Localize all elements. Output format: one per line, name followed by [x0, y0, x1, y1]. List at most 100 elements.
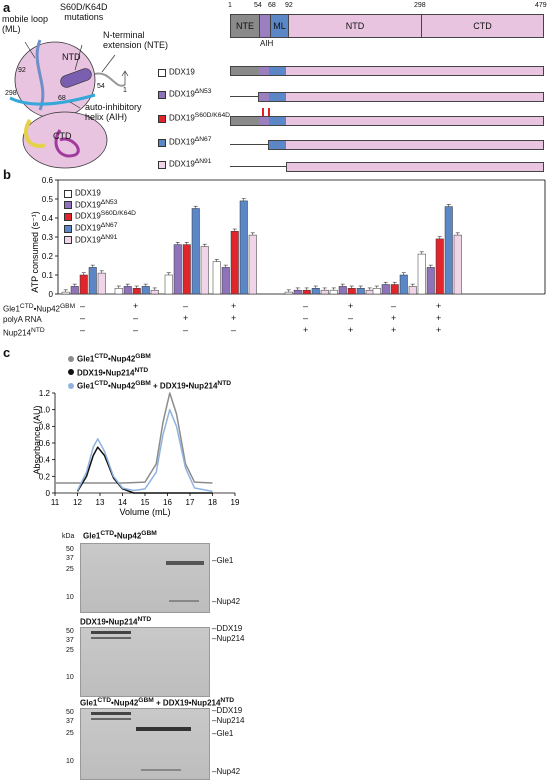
ctd-segment: CTD	[422, 15, 543, 37]
bar-2-2	[182, 244, 191, 295]
gel2-marker-37: 37	[66, 637, 74, 644]
cond-2-3: –	[231, 325, 237, 335]
cond-1-0: –	[80, 313, 86, 323]
construct-ddx19-bar	[230, 66, 544, 76]
gel1-band-gle1: –Gle1	[212, 556, 234, 565]
bar-ytick-label: 0.2	[42, 252, 54, 261]
ml-segment-label: ML	[273, 21, 286, 31]
cond-0-7: +	[436, 301, 442, 311]
bar-0-1	[114, 288, 123, 295]
bar-ytick-label: 0	[49, 290, 54, 299]
ml-segment: ML	[271, 15, 289, 37]
sec-ytick-label: 1.2	[39, 389, 51, 398]
cond-row-gle1: Gle1CTD•Nup42GBM	[3, 303, 76, 314]
cond-2-7: +	[436, 325, 442, 335]
mutations-label: S60D/K64D mutations	[60, 2, 108, 22]
legend-s60d: DDX19S60D/K64D	[64, 209, 136, 221]
cond-row-polya: polyA RNA	[3, 315, 42, 324]
sec-xtick-label: 17	[186, 498, 195, 507]
sec-xtick-label: 12	[73, 498, 82, 507]
construct-s60d-label: DDX19S60D/K64D	[158, 112, 230, 123]
gel2-marker-10: 10	[66, 674, 74, 681]
bar-4-3	[248, 234, 257, 295]
nte-label: N-terminal extension (NTE)	[103, 30, 169, 50]
construct-s60d-bar	[230, 116, 544, 126]
gel3-marker-37: 37	[66, 718, 74, 725]
bar-ytick-label: 0.3	[42, 233, 54, 242]
cond-1-4: –	[303, 313, 309, 323]
bar-4-2	[200, 246, 209, 295]
sec-ytick-label: 1.0	[39, 406, 51, 415]
bar-4-4	[320, 289, 329, 295]
bar-2-3	[230, 231, 239, 295]
ntd-label: NTD	[62, 52, 81, 62]
bar-4-0	[97, 272, 106, 295]
cond-1-1: –	[133, 313, 139, 323]
bar-4-7	[453, 234, 462, 295]
bar-3-6	[399, 274, 408, 295]
sec-ytick-label: 0.8	[39, 422, 51, 431]
sec-legend-complex: Gle1CTD•Nup42GBM + DDX19•Nup214NTD	[68, 378, 231, 392]
bar-3-1	[141, 286, 150, 295]
sec-xtick-label: 13	[96, 498, 105, 507]
legend-ddx19: DDX19	[64, 186, 136, 198]
gel3-band-nup42: –Nup42	[212, 767, 241, 776]
bar-ytick-label: 0.5	[42, 195, 54, 204]
construct-dn67-bar	[268, 140, 544, 150]
bar-0-3	[212, 261, 221, 295]
pos-479: 479	[535, 2, 547, 9]
cond-2-4: +	[303, 325, 309, 335]
cond-2-1: –	[133, 325, 139, 335]
bar-0-2	[164, 274, 173, 295]
sec-line-1	[76, 446, 213, 494]
sec-legend: Gle1CTD•Nup42GBM DDX19•Nup214NTD Gle1CTD…	[68, 351, 231, 392]
legend-dn53: DDX19ΔN53	[64, 198, 136, 209]
residue-92-label: 92	[18, 67, 26, 74]
bar-3-4	[311, 288, 320, 295]
bar-0-5	[329, 289, 338, 295]
bar-3-5	[356, 288, 365, 295]
sec-xtick-label: 18	[208, 498, 217, 507]
bar-3-0	[88, 267, 97, 295]
bar-2-4	[302, 289, 311, 295]
bar-4-6	[408, 286, 417, 295]
panel-label-b: b	[3, 167, 11, 182]
bar-2-1	[132, 288, 141, 295]
bar-0-0	[61, 291, 70, 295]
pos-92: 92	[285, 2, 293, 9]
sec-ylabel: Absorbance (AU)	[32, 405, 42, 474]
gel3-marker-50: 50	[66, 709, 74, 716]
gel2-image	[80, 627, 210, 697]
gel1-image	[80, 543, 210, 613]
sec-ytick-label: 0.2	[39, 472, 51, 481]
cond-1-2: +	[183, 313, 189, 323]
construct-dn53-bar	[258, 92, 544, 102]
gel2-marker-25: 25	[66, 647, 74, 654]
bar-1-3	[221, 267, 230, 295]
bar-chart-ylabel: ATP consumed (s⁻¹)	[30, 211, 40, 292]
gel3-title: Gle1CTD•Nup42GBM + DDX19•Nup214NTD	[80, 697, 235, 708]
gel3-marker-25: 25	[66, 730, 74, 737]
bar-2-0	[79, 274, 88, 295]
pos-68: 68	[268, 2, 276, 9]
cond-row-nup214: Nup214NTD	[3, 327, 45, 338]
cond-0-4: –	[303, 301, 309, 311]
gel1-marker-25: 25	[66, 566, 74, 573]
bar-3-3	[239, 200, 248, 295]
cond-0-6: –	[391, 301, 397, 311]
sec-xtick-label: 14	[118, 498, 127, 507]
panel-label-a: a	[3, 0, 11, 15]
gel3-band-ddx19: –DDX19	[212, 706, 243, 715]
sec-legend-ddx19: DDX19•Nup214NTD	[68, 365, 231, 379]
bar-1-0	[70, 286, 79, 295]
gel1-title: Gle1CTD•Nup42GBM	[83, 530, 157, 541]
gel2-band-nup214: –Nup214	[212, 634, 245, 643]
panel-label-c: c	[3, 345, 11, 360]
pos-1: 1	[228, 2, 232, 9]
nte-segment-label: NTE	[236, 21, 254, 31]
sec-ytick-label: 0	[46, 489, 51, 498]
atp-bar-chart: 0 0.1 0.2 0.3 0.4 0.5 0.6 ATP consumed (s⁻¹)	[30, 176, 546, 299]
sec-line-2	[76, 408, 213, 493]
gel1-band-nup42: –Nup42	[212, 597, 241, 606]
residue-298-label: 298	[5, 90, 17, 97]
